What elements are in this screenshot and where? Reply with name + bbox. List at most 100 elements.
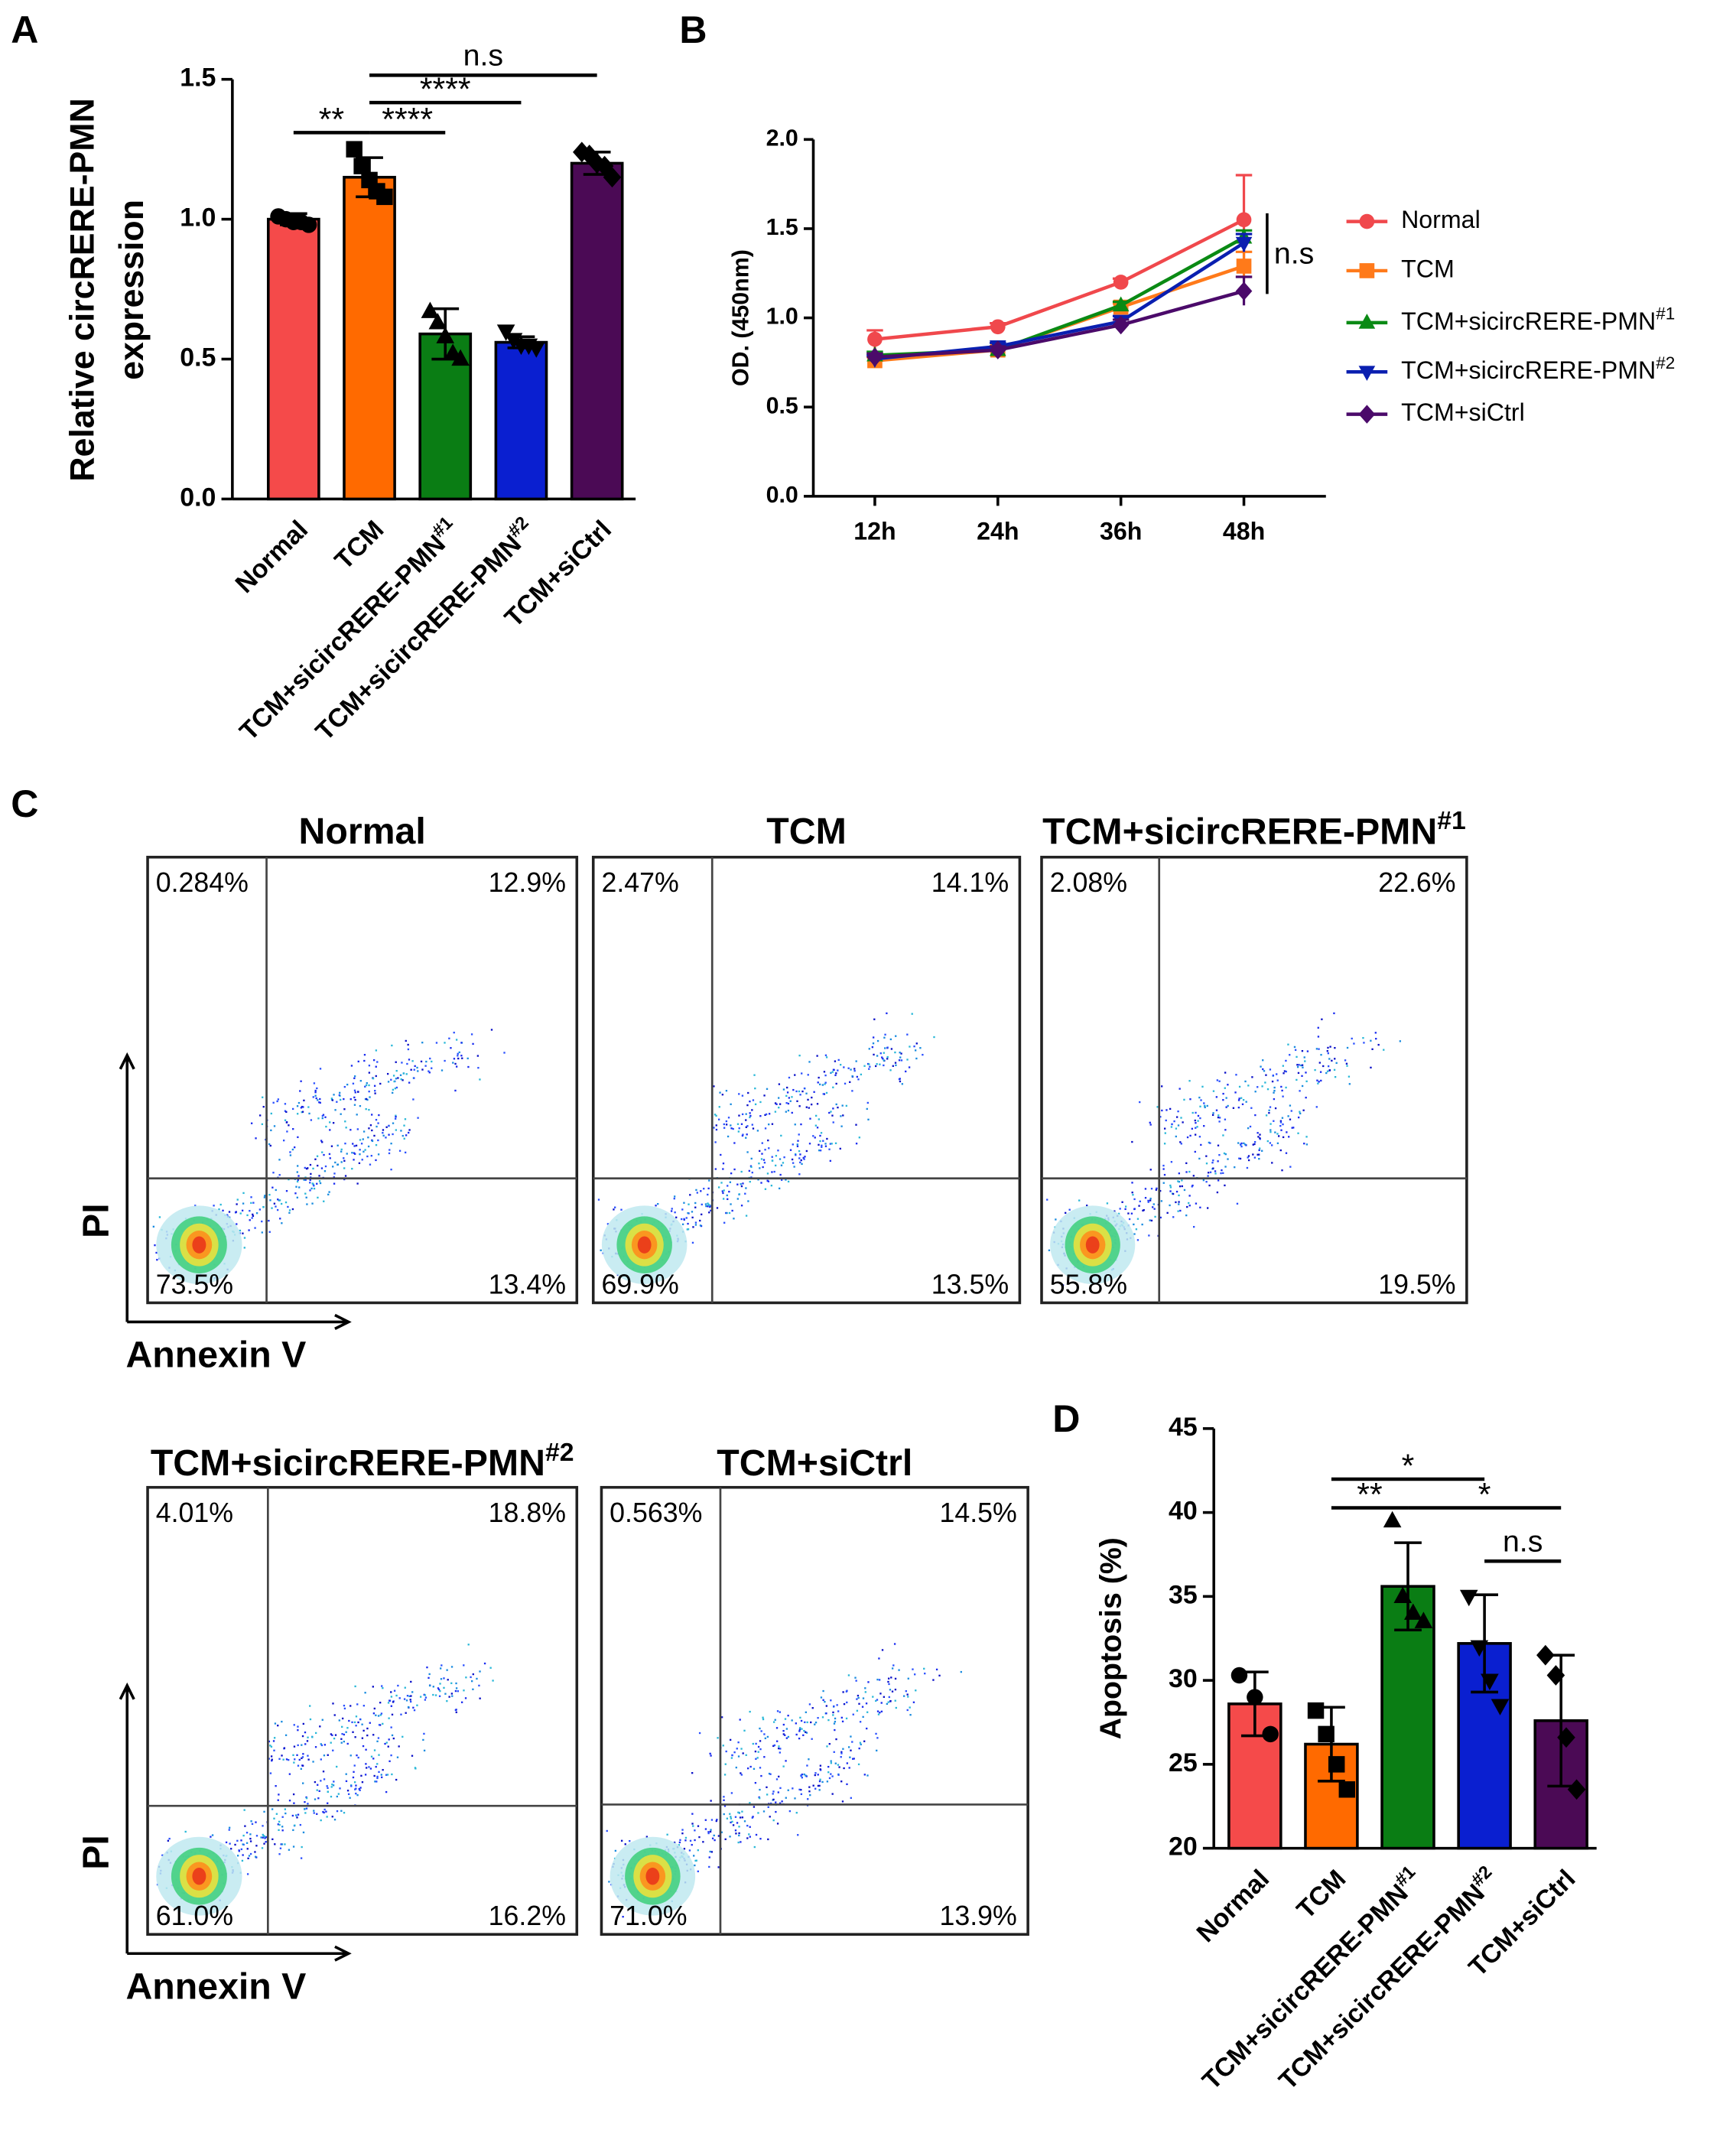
event-dot (248, 1229, 250, 1231)
event-dot (243, 1237, 246, 1239)
event-dot (876, 1055, 879, 1057)
event-dot (1195, 1202, 1198, 1205)
event-dot (908, 1066, 911, 1068)
event-dot (423, 1732, 425, 1735)
event-dot (314, 1732, 317, 1735)
event-dot (407, 1043, 409, 1046)
event-dot (472, 1688, 474, 1690)
event-dot (438, 1695, 441, 1697)
event-dot (708, 1211, 710, 1214)
event-dot (778, 1187, 781, 1190)
event-dot (405, 1699, 408, 1702)
event-dot (376, 1777, 379, 1780)
event-dot (374, 1092, 376, 1094)
event-dot (375, 1144, 378, 1146)
event-dot (365, 1763, 367, 1765)
event-dot (331, 1099, 334, 1101)
event-dot (1320, 1079, 1322, 1082)
event-dot (1259, 1147, 1261, 1150)
event-dot (673, 1841, 676, 1844)
event-dot (305, 1807, 308, 1810)
event-dot (924, 1672, 926, 1675)
event-dot (775, 1727, 779, 1729)
event-dot (410, 1680, 412, 1683)
event-dot (388, 1738, 390, 1741)
event-dot (374, 1780, 376, 1783)
event-dot (798, 1788, 801, 1791)
event-dot (1203, 1125, 1205, 1127)
event-dot (317, 1196, 319, 1199)
x-tick-label: TCM (329, 515, 389, 575)
y-tick-label: 2.0 (766, 125, 798, 151)
event-dot (317, 1117, 320, 1120)
event-dot (285, 1111, 288, 1114)
event-dot (876, 1678, 879, 1681)
event-dot (300, 1107, 303, 1109)
event-dot (720, 1153, 722, 1156)
event-dot (1328, 1069, 1331, 1072)
event-dot (316, 1813, 318, 1815)
event-dot (274, 1722, 277, 1725)
event-dot (1165, 1109, 1168, 1111)
event-dot (476, 1055, 480, 1057)
event-dot (371, 1140, 374, 1143)
event-dot (301, 1735, 304, 1738)
event-dot (346, 1727, 349, 1729)
event-dot (806, 1721, 808, 1724)
y-tick-label: 1.0 (766, 304, 798, 330)
event-dot (704, 1828, 707, 1830)
event-dot (304, 1192, 307, 1195)
event-dot (351, 1721, 353, 1724)
event-dot (1212, 1112, 1214, 1114)
event-dot (803, 1773, 805, 1776)
event-dot (404, 1151, 407, 1154)
event-dot (749, 1765, 752, 1768)
event-dot (818, 1118, 821, 1120)
event-dot (388, 1149, 391, 1151)
event-dot (846, 1701, 848, 1704)
event-dot (1328, 1058, 1331, 1060)
event-dot (333, 1780, 335, 1783)
x-tick-label: 48h (1223, 518, 1265, 545)
event-dot (1179, 1209, 1182, 1212)
event-dot (723, 1796, 725, 1798)
event-dot (759, 1740, 762, 1742)
event-dot (751, 1816, 753, 1819)
event-dot (857, 1694, 860, 1697)
event-dot (288, 1773, 291, 1775)
event-dot (799, 1161, 801, 1164)
event-dot (277, 1724, 279, 1727)
event-dot (1296, 1064, 1299, 1066)
event-dot (681, 1218, 683, 1221)
event-dot (249, 1210, 251, 1212)
event-dot (395, 1114, 397, 1117)
event-dot (866, 1711, 869, 1713)
event-dot (1217, 1179, 1220, 1182)
event-dot (755, 1758, 757, 1760)
event-dot (284, 1110, 287, 1112)
event-dot (837, 1710, 840, 1712)
event-dot (277, 1098, 280, 1101)
event-dot (343, 1085, 346, 1088)
event-dot (429, 1057, 431, 1060)
event-dot (307, 1736, 309, 1738)
event-dot (276, 1100, 278, 1103)
event-dot (279, 1847, 282, 1849)
event-dot (1148, 1234, 1150, 1237)
event-dot (1149, 1199, 1152, 1202)
event-dot (834, 1762, 837, 1764)
event-dot (1204, 1106, 1206, 1109)
event-dot (303, 1099, 305, 1102)
event-dot (774, 1102, 777, 1104)
event-dot (791, 1096, 793, 1098)
event-dot (365, 1748, 367, 1751)
event-dot (819, 1778, 821, 1780)
event-dot (352, 1731, 354, 1733)
event-dot (776, 1710, 779, 1712)
event-dot (1279, 1124, 1282, 1127)
event-dot (1299, 1090, 1301, 1092)
axis-arrow (127, 1945, 352, 1962)
event-dot (359, 1080, 362, 1082)
event-dot (883, 1064, 885, 1067)
event-dot (1294, 1049, 1297, 1051)
